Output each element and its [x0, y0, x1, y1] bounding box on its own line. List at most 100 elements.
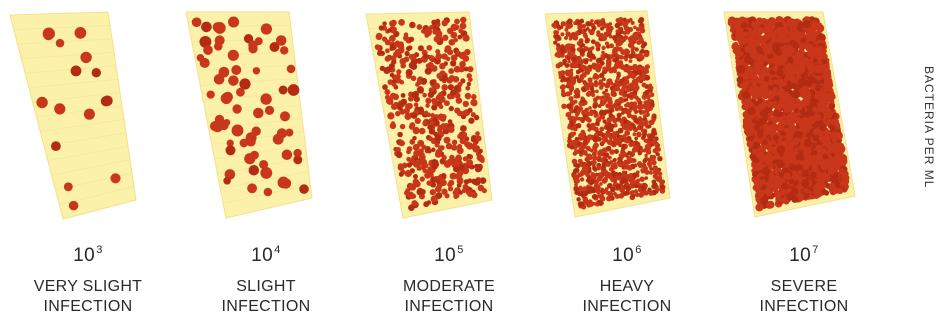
bacteria-colony — [427, 91, 435, 98]
bacteria-colony — [414, 109, 420, 115]
bacteria-colony — [461, 51, 466, 57]
bacteria-colony — [405, 103, 412, 110]
bacteria-colony — [644, 153, 648, 158]
bacteria-colony — [419, 176, 425, 182]
bacteria-colony — [457, 81, 463, 87]
bacteria-colony — [468, 117, 475, 124]
bacteria-colony — [448, 68, 455, 75]
strip-grid-line — [197, 64, 296, 72]
bacteria-colony — [277, 176, 290, 189]
severity-label: SLIGHT INFECTION — [221, 278, 311, 315]
bacteria-colony — [91, 68, 101, 78]
bacteria-colony — [417, 45, 424, 52]
bacteria-colony — [441, 188, 448, 195]
strip-grid-line — [40, 119, 125, 132]
bacteria-colony — [447, 84, 455, 91]
panel-very-slight: 103 VERY SLIGHT INFECTION — [0, 0, 178, 323]
bacteria-colony — [269, 42, 280, 52]
bacteria-colony — [201, 21, 212, 33]
bacteria-colony — [411, 91, 419, 99]
bacteria-colony — [458, 66, 465, 73]
bacteria-colony — [412, 178, 419, 185]
bacteria-colony — [403, 32, 409, 37]
bacteria-colony — [428, 172, 434, 178]
bacteria-colony — [428, 55, 435, 61]
bacteria-colony — [285, 128, 294, 137]
bacteria-colony — [416, 86, 424, 94]
bacteria-colony — [239, 78, 251, 90]
bacteria-colony — [391, 59, 397, 65]
bacteria-colony — [412, 143, 420, 151]
bacteria-colony — [260, 166, 273, 179]
bacteria-colony — [384, 89, 391, 96]
bacteria-colony — [459, 137, 467, 145]
bacteria-colony — [389, 35, 396, 42]
bacteria-colony — [593, 82, 599, 88]
bacteria-colony — [458, 190, 463, 195]
severity-label: SEVERE INFECTION — [759, 278, 849, 315]
bacteria-colony — [474, 166, 481, 173]
bacteria-colony — [454, 18, 460, 25]
strip-grid-line — [36, 105, 123, 118]
bacteria-colony — [453, 24, 460, 31]
bacteria-colony — [54, 103, 66, 115]
bacteria-colony — [433, 82, 441, 90]
bacteria-colony — [396, 102, 403, 109]
strip-grid-line — [13, 25, 111, 30]
bacteria-colony — [226, 139, 234, 147]
bacteria-colony — [248, 40, 258, 50]
bacteria-colony — [424, 67, 432, 75]
bacteria-colony — [382, 84, 388, 90]
bacteria-colony — [412, 126, 420, 134]
bacteria-colony — [452, 75, 460, 83]
bacteria-colony — [437, 124, 443, 130]
bacteria-colony — [196, 54, 205, 62]
bacteria-colony — [243, 33, 254, 44]
bacteria-colony — [398, 140, 405, 147]
bacteria-colony — [239, 138, 249, 148]
bacteria-colony — [417, 139, 425, 147]
bacteria-colony — [435, 30, 443, 38]
bacteria-colony — [227, 49, 239, 61]
bacteria-colony — [454, 92, 461, 99]
strip-grid-line — [25, 65, 117, 74]
bacteria-colony — [438, 145, 443, 151]
bacteria-colony — [259, 159, 269, 170]
bacteria-colony — [446, 158, 454, 166]
bacteria-colony — [425, 26, 432, 33]
bacteria-colony — [407, 95, 414, 102]
bacteria-colony — [418, 148, 424, 154]
bacteria-colony — [431, 104, 438, 111]
bacteria-colony — [448, 105, 454, 112]
bacteria-colony — [382, 36, 388, 42]
bacteria-colony — [444, 45, 452, 53]
concentration-label: 104 — [251, 244, 281, 266]
bacteria-colony — [455, 154, 462, 161]
bacteria-colony — [466, 94, 471, 100]
bacteria-colony — [68, 200, 79, 211]
bacteria-colony — [443, 136, 451, 144]
bacteria-colony — [391, 82, 397, 87]
bacteria-colony — [293, 148, 302, 158]
bacteria-colony — [427, 62, 434, 69]
bacteria-colony — [406, 162, 412, 168]
bacteria-colony — [421, 28, 426, 34]
bacteria-colony — [450, 31, 458, 39]
bacteria-colony — [428, 87, 435, 93]
bacteria-colony — [466, 73, 472, 79]
bacteria-colony — [440, 123, 448, 130]
concentration-label: 106 — [612, 244, 642, 266]
bacteria-colony — [456, 182, 462, 188]
bacteria-colony — [232, 104, 242, 114]
bacteria-colony — [410, 63, 418, 70]
bacteria-colony — [440, 179, 447, 187]
bacteria-colony — [453, 166, 459, 173]
bacteria-colony — [444, 100, 450, 107]
bacteria-colony — [203, 45, 213, 55]
bacteria-colony — [467, 107, 473, 114]
concentration-label: 105 — [434, 244, 464, 266]
bacteria-colony — [473, 178, 481, 186]
strip-grid-line — [47, 145, 129, 162]
strip-heavy — [544, 10, 671, 218]
